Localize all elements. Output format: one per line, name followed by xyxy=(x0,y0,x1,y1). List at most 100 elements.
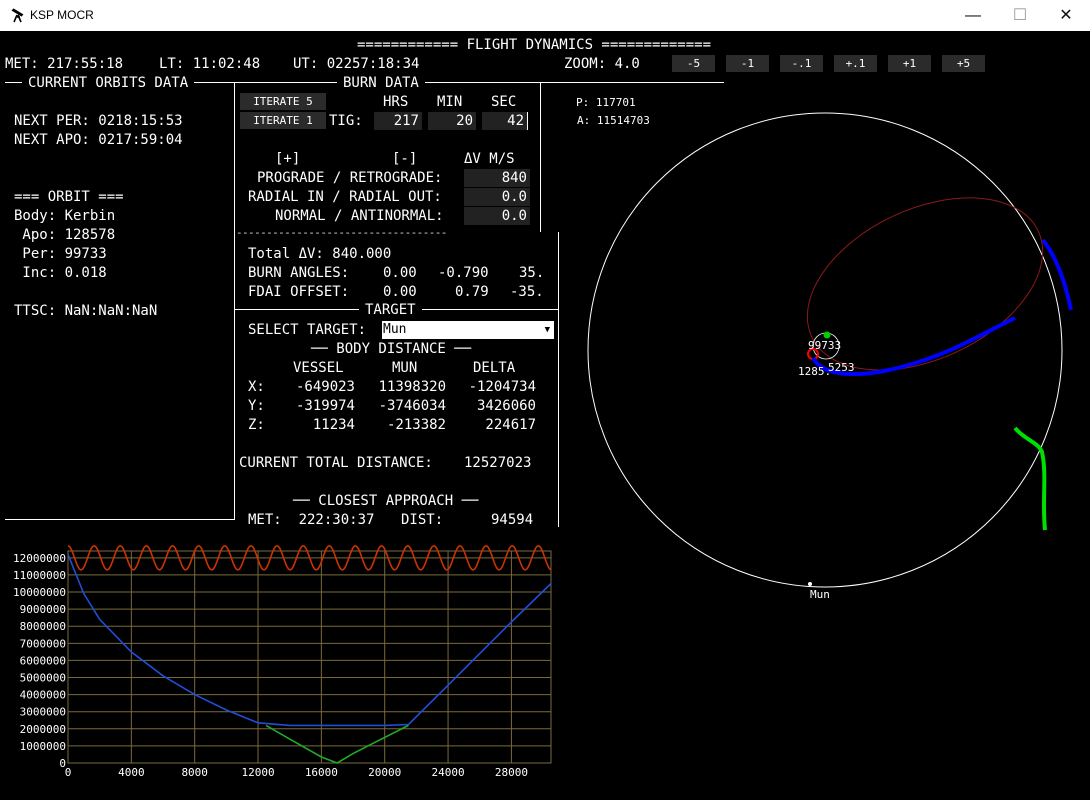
chart-y-tick-label: 10000000 xyxy=(13,586,66,599)
orbit-inclination: Inc: 0.018 xyxy=(14,265,107,281)
row-y-mun: -3746034 xyxy=(378,398,446,414)
chart-y-tick-label: 12000000 xyxy=(13,552,66,565)
chart-x-tick-label: 16000 xyxy=(305,766,338,779)
increment-button[interactable]: [+] xyxy=(275,151,301,167)
burn-angle-yaw: -0.790 xyxy=(438,265,489,281)
burn-divider: ----------------------------------- xyxy=(236,226,447,239)
closest-approach-dist-value: 94594 xyxy=(491,512,534,528)
next-periapsis: NEXT PER: 0218:15:53 xyxy=(14,113,183,129)
zoom-minus-5-button[interactable]: -5 xyxy=(672,55,715,72)
chart-x-tick-label: 8000 xyxy=(181,766,208,779)
burn-heading: BURN DATA xyxy=(337,75,425,91)
chart-x-tick-label: 28000 xyxy=(495,766,528,779)
mun-label: Mun xyxy=(810,588,830,601)
target-right-divider xyxy=(558,232,559,527)
title-bar: KSP MOCR — ☐ ✕ xyxy=(0,0,1090,31)
chart-y-tick-label: 8000000 xyxy=(20,620,66,633)
map-apoapsis-label: A: 11514703 xyxy=(577,114,650,127)
burn-angles-label: BURN ANGLES: xyxy=(248,265,350,281)
row-y-axis: Y: xyxy=(248,398,265,414)
radial-input[interactable]: 0.0 xyxy=(464,188,530,206)
iterate-1-button[interactable]: ITERATE 1 xyxy=(240,112,326,129)
zoom-plus-tenth-button[interactable]: +.1 xyxy=(834,55,877,72)
close-button[interactable]: ✕ xyxy=(1059,7,1073,24)
orbit-apoapsis: Apo: 128578 xyxy=(14,227,116,243)
chart-series-line-0 xyxy=(67,545,552,571)
zoom-plus-1-button[interactable]: +1 xyxy=(888,55,931,72)
burn-angle-pitch: 0.00 xyxy=(383,265,417,281)
row-z-mun: -213382 xyxy=(386,417,446,433)
tig-minutes-input[interactable]: 20 xyxy=(428,112,476,130)
row-x-axis: X: xyxy=(248,379,265,395)
chart-grid xyxy=(67,550,552,764)
total-distance-label: CURRENT TOTAL DISTANCE: xyxy=(239,455,433,471)
prograde-input[interactable]: 840 xyxy=(464,169,530,187)
total-distance-value: 12527023 xyxy=(464,455,532,471)
chart-x-tick-label: 0 xyxy=(65,766,72,779)
min-label: MIN xyxy=(437,94,463,110)
chart-y-tick-label: 7000000 xyxy=(20,637,66,650)
orbit-periapsis: Per: 99733 xyxy=(14,246,107,262)
zoom-readout: ZOOM: 4.0 xyxy=(564,56,640,72)
tig-hours-input[interactable]: 217 xyxy=(374,112,422,130)
mun-orbit-circle xyxy=(587,112,1063,588)
chart-x-tick-label: 12000 xyxy=(241,766,274,779)
chevron-down-icon: ▼ xyxy=(544,325,550,335)
target-heading: TARGET xyxy=(359,302,422,318)
row-z-axis: Z: xyxy=(248,417,265,433)
left-column-divider xyxy=(234,82,235,520)
chart-y-tick-label: 11000000 xyxy=(13,569,66,582)
total-delta-v: Total ΔV: 840.000 xyxy=(248,246,392,262)
maximize-button[interactable]: ☐ xyxy=(1012,7,1028,24)
radial-label: RADIAL IN / RADIAL OUT: xyxy=(248,189,442,205)
fdai-offset-label: FDAI OFFSET: xyxy=(248,284,350,300)
zoom-minus-tenth-button[interactable]: -.1 xyxy=(780,55,823,72)
distance-chart: 0 4000 8000 12000 16000 20000 24000 28000 0 10000… xyxy=(13,545,552,779)
map-periapsis-label: P: 117701 xyxy=(576,96,636,109)
tig-seconds-input[interactable]: 42 xyxy=(482,112,528,130)
zoom-plus-5-button[interactable]: +5 xyxy=(942,55,985,72)
zoom-minus-1-button[interactable]: -1 xyxy=(726,55,769,72)
row-x-vessel: -649023 xyxy=(295,379,355,395)
burn-right-divider xyxy=(540,82,541,232)
column-mun: MUN xyxy=(392,360,418,376)
iterate-5-button[interactable]: ITERATE 5 xyxy=(240,93,326,110)
burn-angle-roll: 35. xyxy=(519,265,545,281)
mun-marker xyxy=(808,582,812,586)
fdai-offset-pitch: 0.00 xyxy=(383,284,417,300)
column-vessel: VESSEL xyxy=(293,360,344,376)
select-target-label: SELECT TARGET: xyxy=(248,322,367,338)
orbits-bottom-rule xyxy=(5,519,234,520)
target-transfer-orbit xyxy=(806,197,1044,371)
lt-clock: LT: 11:02:48 xyxy=(159,56,261,72)
chart-y-tick-label: 0 xyxy=(59,757,66,770)
apoapsis-marker-left: 1285. xyxy=(798,365,831,378)
window-title: KSP MOCR xyxy=(30,8,94,22)
chart-x-tick-label: 4000 xyxy=(118,766,145,779)
chart-y-tick-label: 2000000 xyxy=(20,723,66,736)
minimize-button[interactable]: — xyxy=(965,7,981,24)
orbit-map: 99733 5253 1285. Mun xyxy=(587,112,1073,601)
chart-axes: 0 4000 8000 12000 16000 20000 24000 28000 0 10000… xyxy=(13,552,528,779)
row-y-vessel: -319974 xyxy=(295,398,355,414)
vessel-trajectory-exit xyxy=(1041,238,1073,311)
chart-y-tick-label: 5000000 xyxy=(20,672,66,685)
closest-approach-met: MET: 222:30:37 xyxy=(248,512,375,528)
orbit-heading: === ORBIT === xyxy=(14,189,124,205)
chart-y-tick-label: 4000000 xyxy=(20,689,66,702)
ut-clock: UT: 02257:18:34 xyxy=(293,56,420,72)
chart-plot-area xyxy=(67,550,552,764)
decrement-button[interactable]: [-] xyxy=(392,151,418,167)
chart-y-tick-label: 3000000 xyxy=(20,706,66,719)
vessel-marker xyxy=(823,331,831,339)
target-dropdown[interactable]: Mun ▼ xyxy=(382,321,554,339)
met-clock: MET: 217:55:18 xyxy=(5,56,124,72)
apoapsis-marker: 5253 xyxy=(828,361,855,374)
normal-input[interactable]: 0.0 xyxy=(464,207,530,225)
chart-series-line-1 xyxy=(67,554,552,727)
chart-y-tick-label: 1000000 xyxy=(20,740,66,753)
page-title: ============ FLIGHT DYNAMICS ===========… xyxy=(357,37,712,53)
row-y-delta: 3426060 xyxy=(476,398,536,414)
fdai-offset-yaw: 0.79 xyxy=(455,284,489,300)
mun-trajectory xyxy=(1013,426,1047,531)
